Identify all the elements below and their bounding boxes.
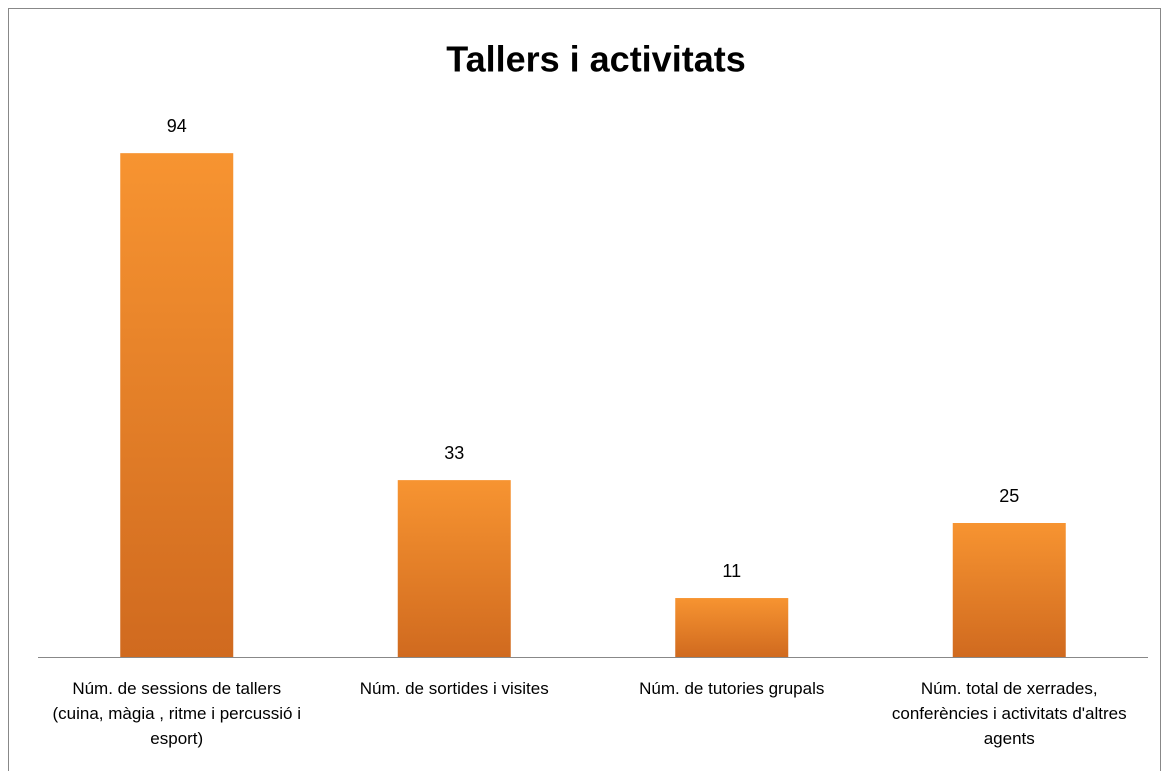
bar bbox=[397, 480, 511, 657]
bar bbox=[675, 598, 789, 657]
x-tick-label: Núm. de sessions de tallers (cuina, màgi… bbox=[52, 679, 301, 748]
data-label: 25 bbox=[999, 486, 1019, 506]
data-label: 11 bbox=[722, 561, 741, 581]
x-tick-label: Núm. de sortides i visites bbox=[359, 679, 549, 698]
x-tick-label: Núm. de tutories grupals bbox=[639, 679, 825, 698]
bar bbox=[120, 153, 234, 657]
data-label: 94 bbox=[167, 116, 187, 136]
bar bbox=[952, 523, 1066, 657]
chart-frame bbox=[8, 8, 1161, 771]
data-label: 33 bbox=[444, 443, 464, 463]
x-tick-label: Núm. total de xerrades, conferències i a… bbox=[891, 679, 1127, 748]
chart-title: Tallers i activitats bbox=[446, 39, 745, 80]
